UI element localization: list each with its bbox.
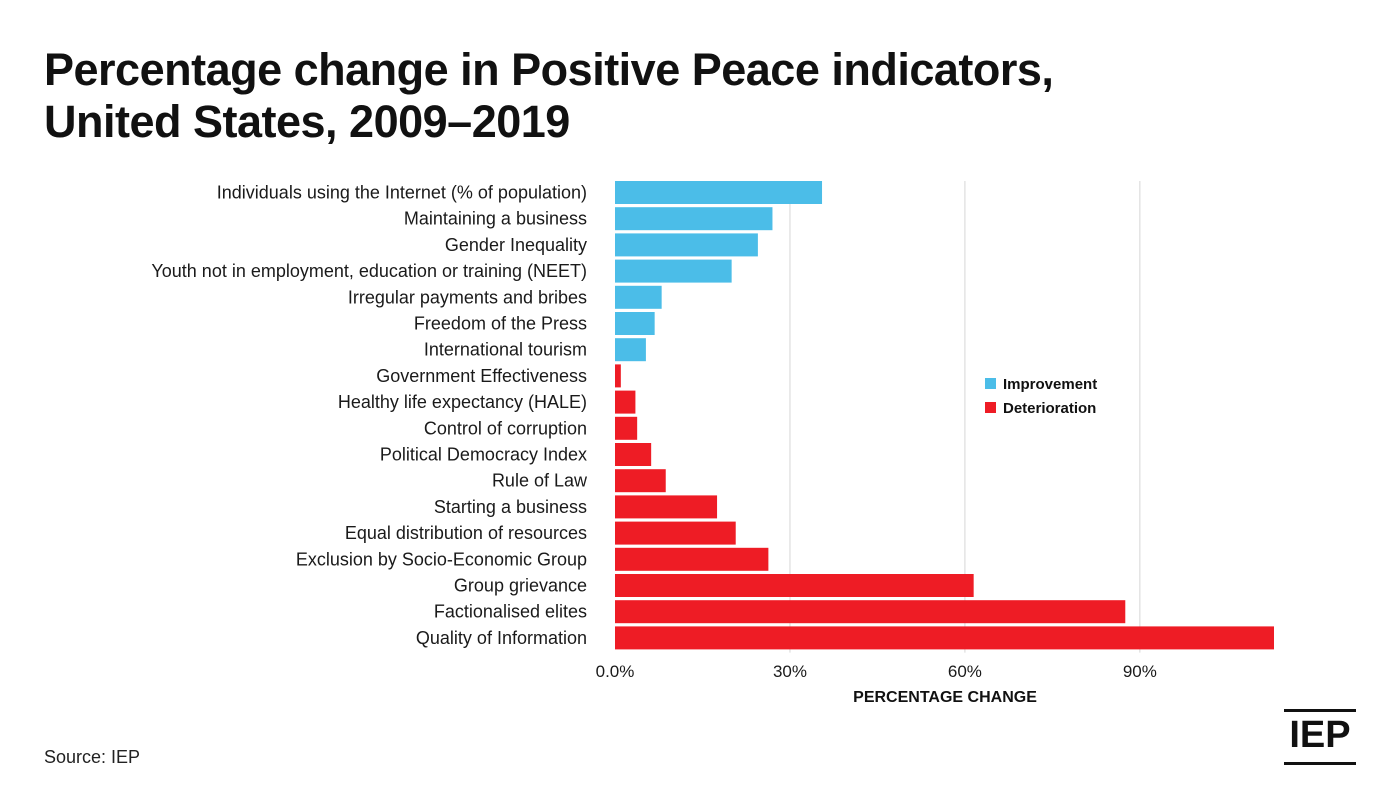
bar-4: [615, 259, 732, 283]
bar-10: [615, 416, 638, 440]
legend-label-improvement: Improvement: [1003, 376, 1097, 393]
bar-7: [615, 338, 646, 362]
category-label-16: Group grievance: [454, 576, 587, 596]
category-label-10: Control of corruption: [424, 418, 587, 438]
category-label-12: Rule of Law: [492, 471, 588, 491]
chart-title-line-1: Percentage change in Positive Peace indi…: [44, 44, 1054, 95]
x-tick-label-2: 30%: [773, 662, 807, 681]
category-label-17: Factionalised elites: [434, 602, 587, 622]
category-label-1: Individuals using the Internet (% of pop…: [217, 183, 587, 203]
bar-1: [615, 181, 823, 204]
category-label-6: Freedom of the Press: [414, 314, 587, 334]
iep-logo: IEP: [1284, 709, 1356, 767]
bar-14: [615, 521, 736, 545]
bar-3: [615, 233, 758, 257]
category-label-2: Maintaining a business: [404, 209, 587, 229]
legend-label-deterioration: Deterioration: [1003, 400, 1096, 417]
category-label-3: Gender Inequality: [445, 235, 587, 255]
bar-12: [615, 469, 666, 493]
bar-16: [615, 574, 974, 597]
category-label-9: Healthy life expectancy (HALE): [338, 392, 587, 412]
bar-11: [615, 443, 652, 466]
category-label-11: Political Democracy Index: [380, 445, 587, 465]
bar-8: [615, 364, 621, 388]
category-label-13: Starting a business: [434, 497, 587, 517]
source-note: Source: IEP: [44, 747, 141, 767]
legend-swatch-improvement: [985, 378, 996, 389]
bar-18: [615, 626, 1274, 650]
bar-17: [615, 600, 1126, 624]
category-label-5: Irregular payments and bribes: [348, 287, 587, 307]
category-label-4: Youth not in employment, education or tr…: [151, 261, 587, 281]
category-label-7: International tourism: [424, 340, 587, 360]
x-tick-label-1: 0.0%: [596, 662, 635, 681]
category-label-15: Exclusion by Socio-Economic Group: [296, 549, 587, 569]
bar-13: [615, 495, 718, 519]
bar-5: [615, 285, 662, 309]
legend-swatch-deterioration: [985, 402, 996, 413]
bar-2: [615, 207, 773, 231]
x-tick-label-3: 60%: [948, 662, 982, 681]
x-tick-label-4: 90%: [1123, 662, 1157, 681]
chart-title: Percentage change in Positive Peace indi…: [44, 44, 1344, 148]
category-label-18: Quality of Information: [416, 628, 587, 648]
x-axis-title: PERCENTAGE CHANGE: [853, 689, 1037, 706]
chart-title-line-2: United States, 2009–2019: [44, 96, 570, 147]
logo-text: IEP: [1289, 714, 1351, 756]
bar-6: [615, 312, 655, 335]
bar-15: [615, 547, 769, 571]
logo-rule-bottom: [1284, 762, 1356, 765]
logo-rule-top: [1284, 709, 1356, 712]
bar-9: [615, 390, 636, 414]
category-label-8: Government Effectiveness: [376, 366, 587, 386]
category-label-14: Equal distribution of resources: [345, 523, 587, 543]
